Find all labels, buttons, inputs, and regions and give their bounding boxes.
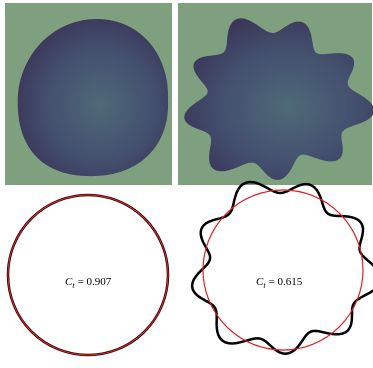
circularity-label: Ct= 0.907 [65, 276, 112, 290]
contour [8, 195, 168, 355]
circularity-label: Ct= 0.615 [256, 276, 303, 290]
figure: Ct= 0.907 Ct= 0.615 [0, 0, 373, 368]
fit-circle [203, 190, 363, 350]
contour [192, 182, 373, 354]
